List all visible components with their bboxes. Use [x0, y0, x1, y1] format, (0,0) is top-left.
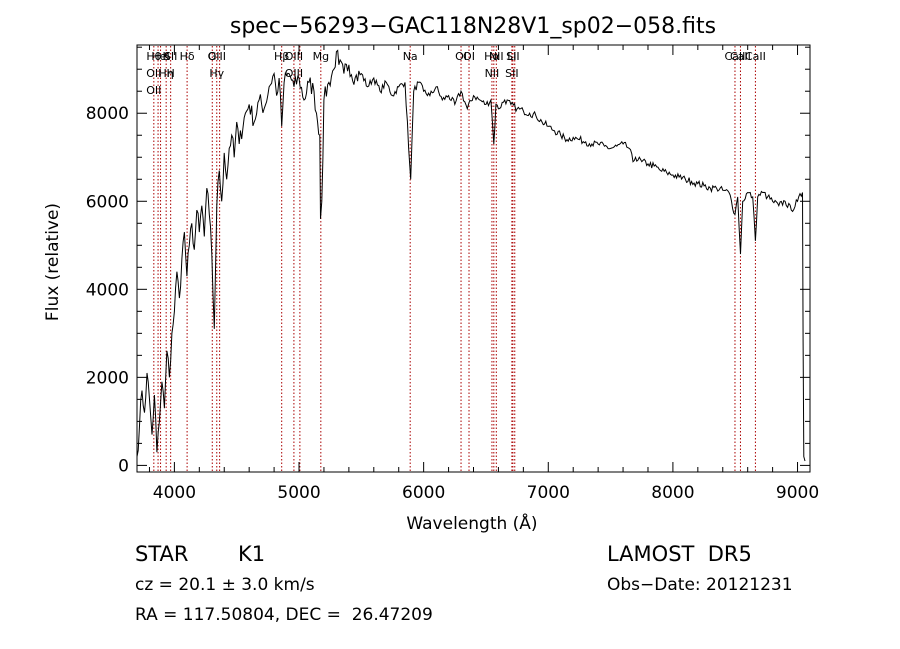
line-label: HeI: [151, 50, 169, 63]
line-label: OI: [463, 50, 475, 63]
x-tick-label: 7000: [527, 483, 570, 503]
line-label: Hγ: [209, 67, 224, 80]
line-label: Hθ: [146, 50, 161, 63]
line-label: Hδ: [180, 50, 195, 63]
y-axis-label: Flux (relative): [43, 203, 63, 321]
line-label: OI: [455, 50, 467, 63]
line-label: CaII: [745, 50, 766, 63]
line-label: Mg: [313, 50, 329, 63]
observation-date: Obs−Date: 20121231: [607, 575, 793, 595]
line-label: Hη: [159, 67, 174, 80]
x-tick-label: 6000: [402, 483, 445, 503]
y-tick-label: 4000: [86, 280, 129, 300]
y-axis: 0 2000 4000 6000 8000: [86, 46, 810, 476]
spectrum-series: [136, 49, 806, 462]
spectral-line-markers: [153, 46, 756, 471]
line-label: Na: [403, 50, 418, 63]
y-tick-label: 8000: [86, 104, 129, 124]
line-label: Hβ: [274, 50, 289, 63]
line-label: OIII: [285, 50, 303, 63]
line-label: SII: [506, 50, 519, 63]
line-label: CaII: [725, 50, 746, 63]
object-class: STAR: [135, 542, 189, 566]
x-axis-label: Wavelength (Å): [406, 512, 537, 534]
chart-title: spec−56293−GAC118N28V1_sp02−058.fits: [230, 14, 716, 39]
line-label: OIII: [208, 50, 226, 63]
line-label: G: [208, 50, 217, 63]
x-tick-label: 4000: [153, 483, 196, 503]
line-label: NII: [489, 50, 504, 63]
line-label: H: [167, 67, 175, 80]
survey-name: LAMOST DR5: [607, 542, 752, 566]
x-tick-label: 9000: [776, 483, 819, 503]
line-label: NII: [485, 67, 500, 80]
object-subclass: K1: [238, 542, 266, 566]
line-label: CaII: [730, 50, 751, 63]
x-tick-label: 8000: [651, 483, 694, 503]
x-tick-label: 5000: [277, 483, 320, 503]
y-tick-label: 0: [118, 456, 129, 476]
line-label: OII: [146, 84, 161, 97]
ra-dec-coordinates: RA = 117.50804, DEC = 26.47209: [135, 605, 433, 625]
line-label: SII: [505, 67, 518, 80]
line-label: OII: [146, 67, 161, 80]
y-tick-label: 2000: [86, 368, 129, 388]
line-label: K: [163, 50, 171, 63]
x-axis: 4000 5000 6000 7000 8000 9000: [148, 45, 819, 503]
line-label: Li: [507, 50, 516, 63]
spectrum-line: [136, 49, 806, 462]
line-label: Hα: [484, 50, 500, 63]
redshift-cz: cz = 20.1 ± 3.0 km/s: [135, 575, 315, 595]
y-tick-label: 6000: [86, 192, 129, 212]
plot-frame: [136, 44, 811, 473]
line-label: SII: [164, 50, 177, 63]
